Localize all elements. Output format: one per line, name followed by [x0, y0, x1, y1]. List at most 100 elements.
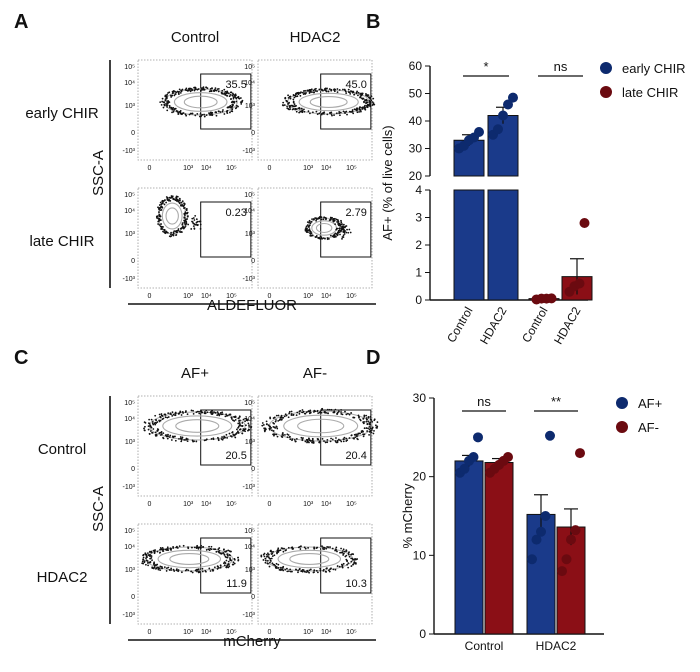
event-dot	[310, 220, 313, 223]
event-dot	[218, 547, 221, 549]
event-dot	[323, 546, 326, 549]
event-dot	[287, 103, 289, 105]
event-dot	[160, 223, 163, 225]
event-dot	[289, 435, 291, 438]
event-dot	[183, 439, 186, 441]
event-dot	[200, 544, 203, 547]
event-dot	[355, 92, 358, 95]
legend-marker	[600, 62, 612, 74]
event-dot	[196, 410, 199, 413]
event-dot	[235, 104, 238, 107]
event-dot	[172, 231, 175, 234]
gate-box	[320, 409, 372, 466]
event-dot	[144, 563, 147, 566]
event-dot	[177, 200, 180, 203]
event-dot	[150, 550, 153, 553]
event-dot	[309, 222, 312, 225]
event-dot	[298, 108, 301, 110]
event-dot	[234, 436, 237, 439]
event-dot	[227, 549, 230, 552]
event-dot	[208, 567, 211, 570]
event-dot	[181, 410, 184, 413]
event-dot	[330, 437, 332, 440]
y-tick-label: 50	[409, 87, 423, 101]
event-dot	[320, 113, 323, 116]
event-dot	[363, 414, 366, 417]
gate-percentage: 0.23	[225, 207, 246, 219]
event-dot	[230, 418, 233, 420]
event-dot	[158, 211, 160, 213]
event-dot	[262, 424, 265, 426]
event-dot	[281, 566, 284, 569]
event-dot	[336, 234, 339, 237]
event-dot	[205, 438, 208, 441]
plot-frame	[257, 59, 373, 161]
event-dot	[365, 414, 368, 417]
event-dot	[301, 409, 304, 411]
y-tick-label: 2	[415, 238, 422, 252]
y-tick-label: 0	[251, 258, 255, 265]
x-tick-label: 10⁴	[321, 293, 332, 300]
event-dot	[175, 195, 178, 198]
event-dot	[288, 105, 291, 107]
y-tick-label: -10³	[243, 484, 256, 491]
event-dot	[355, 108, 358, 111]
bar	[487, 115, 519, 177]
y-tick-label: 10³	[245, 567, 256, 574]
event-dot	[164, 413, 167, 416]
data-point	[574, 278, 585, 289]
event-dot	[316, 90, 318, 93]
event-dot	[237, 556, 239, 559]
event-dot	[207, 548, 210, 551]
event-dot	[307, 110, 310, 113]
event-dot	[342, 88, 344, 91]
event-dot	[316, 409, 319, 412]
event-dot	[311, 91, 313, 94]
event-dot	[317, 438, 320, 441]
cell-population	[159, 86, 244, 118]
event-dot	[180, 89, 183, 92]
event-dot	[174, 90, 176, 93]
bar-chart-B: 20 30 40 50 60 0 1 2 3 4 AF+ (% of live cells) Cont…	[380, 59, 686, 347]
event-dot	[229, 111, 231, 114]
event-dot	[166, 106, 168, 108]
event-dot	[160, 414, 163, 417]
event-dot	[316, 571, 319, 574]
event-dot	[267, 424, 270, 427]
event-dot	[165, 548, 168, 551]
event-dot	[293, 438, 296, 441]
x-tick-label: HDAC2	[536, 639, 577, 653]
event-dot	[339, 227, 341, 230]
x-tick-label: 10⁵	[226, 293, 237, 300]
event-dot	[328, 219, 331, 221]
event-dot	[341, 564, 344, 567]
event-dot	[322, 568, 325, 571]
event-dot	[187, 89, 190, 92]
event-dot	[230, 416, 233, 419]
event-dot	[276, 435, 279, 438]
event-dot	[235, 433, 237, 435]
event-dot	[271, 555, 274, 557]
event-dot	[142, 562, 145, 565]
event-dot	[309, 88, 312, 91]
event-dot	[338, 112, 341, 115]
event-dot	[165, 201, 168, 204]
event-dot	[210, 545, 213, 548]
event-dot	[311, 218, 313, 221]
event-dot	[195, 546, 198, 549]
event-dot	[156, 566, 159, 569]
event-dot	[229, 413, 232, 416]
event-dot	[200, 89, 202, 92]
event-dot	[286, 570, 289, 573]
event-dot	[175, 568, 178, 571]
event-dot	[346, 563, 349, 566]
event-dot	[287, 546, 290, 549]
event-dot	[201, 87, 203, 89]
event-dot	[353, 559, 356, 561]
event-dot	[222, 551, 225, 554]
cell-population	[141, 544, 240, 574]
event-dot	[361, 92, 364, 95]
event-dot	[193, 89, 196, 92]
event-dot	[347, 231, 350, 234]
event-dot	[301, 411, 303, 414]
